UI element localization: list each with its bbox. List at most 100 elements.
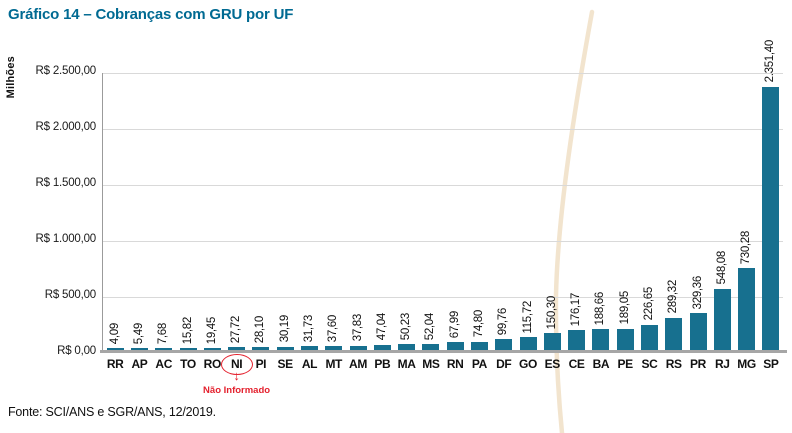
x-tick-label-AP: AP [131,357,148,371]
x-tick-label-SC: SC [641,357,658,371]
value-label-NI: 27,72 [230,315,243,343]
value-label-SP: 2.351,40 [764,40,777,83]
x-tick-label-DF: DF [496,357,512,371]
value-label-AC: 7,68 [157,322,170,344]
value-label-CE: 176,17 [570,292,583,327]
y-tick-label: R$ 1.500,00 [35,177,97,189]
y-tick-label: R$ 0,00 [57,345,96,357]
bar-AP [130,348,148,350]
bar-DF [495,338,513,350]
value-label-GO: 115,72 [521,300,534,334]
value-label-PI: 28,10 [254,315,267,343]
gridline [103,297,783,298]
x-tick-label-PR: PR [690,357,706,371]
value-label-DF: 99,76 [497,307,510,335]
x-tick-label-AC: AC [155,357,172,371]
x-tick-label-RS: RS [665,357,682,371]
x-tick-label-PB: PB [374,357,391,371]
bar-AC [155,348,173,350]
y-tick-label: R$ 2.500,00 [35,65,97,77]
value-label-AL: 31,73 [302,315,315,343]
x-tick-label-PE: PE [617,357,634,371]
x-tick-label-MG: MG [737,357,756,371]
value-label-MG: 730,28 [740,230,753,265]
y-axis-line [102,73,103,353]
bar-GO [519,337,537,350]
highlight-ellipse [220,354,253,375]
value-label-RJ: 548,08 [715,251,728,285]
x-tick-label-PA: PA [471,357,487,371]
bar-AM [349,345,367,350]
bar-MA [398,344,416,350]
x-tick-label-CE: CE [568,357,585,371]
value-label-ES: 150,30 [545,295,558,330]
bar-RS [665,317,683,350]
bar-PB [373,344,391,350]
x-tick-label-RO: RO [203,357,222,371]
bar-MS [422,344,440,350]
value-label-RS: 289,32 [667,280,680,314]
bar-PE [616,328,634,350]
bar-CE [568,330,586,350]
y-tick-label: R$ 2.000,00 [35,121,97,133]
bar-SP [762,86,780,350]
bar-SC [640,324,658,350]
x-tick-label-BA: BA [592,357,610,371]
bar-SE [276,346,294,350]
source-note: Fonte: SCI/ANS e SGR/ANS, 12/2019. [8,405,216,419]
chart-title: Gráfico 14 – Cobranças com GRU por UF [8,6,294,23]
y-tick-label: R$ 500,00 [44,289,96,301]
x-tick-label-SE: SE [277,357,294,371]
x-tick-label-RR: RR [106,357,124,371]
bar-PI [252,346,270,350]
plot-area: 4,09 5,49 7,68 15,82 19,45 27,72 28,10 30,19 31,… [100,40,787,353]
gridline [103,241,783,242]
x-tick-label-SP: SP [763,357,779,371]
x-tick-label-MS: MS [422,357,440,371]
x-tick-label-AL: AL [301,357,318,371]
bar-ES [543,333,561,350]
x-tick-label-AM: AM [349,357,367,371]
value-label-SC: 226,65 [642,287,655,321]
bar-RJ [713,288,731,350]
x-tick-label-ES: ES [544,357,561,371]
bar-MT [325,345,343,350]
bar-PR [689,313,707,350]
gridline [103,129,783,130]
value-label-PE: 189,05 [618,291,631,325]
bar-PA [470,341,488,350]
bar-NI [228,346,246,350]
down-arrow-icon: ↓ [233,368,240,383]
x-tick-label-GO: GO [519,357,537,371]
annotation-label: Não Informado [203,385,271,396]
bar-RO [203,347,221,350]
y-axis-title: Milhões [5,56,17,99]
bar-BA [592,328,610,350]
value-label-MS: 52,04 [424,312,437,341]
bar-MG [738,268,756,350]
x-tick-label-MA: MA [397,357,416,371]
value-label-SE: 30,19 [278,315,291,343]
y-tick-label: R$ 1.000,00 [35,233,97,245]
gridline [103,185,783,186]
value-label-RO: 19,45 [205,316,218,344]
bar-RR [106,348,124,350]
x-tick-label-TO: TO [180,357,196,371]
value-label-AM: 37,83 [351,314,364,342]
gridline [103,73,783,74]
value-label-PR: 329,36 [691,275,704,310]
value-label-MT: 37,60 [327,314,340,342]
value-label-PB: 47,04 [375,313,388,341]
value-label-PA: 74,80 [472,310,485,338]
bar-AL [300,346,318,350]
bar-RN [446,342,464,350]
bar-TO [179,348,197,350]
x-tick-label-MT: MT [325,357,342,371]
x-tick-label-RN: RN [446,357,464,371]
value-label-RN: 67,99 [448,311,461,339]
x-tick-label-PI: PI [255,357,267,371]
x-axis-line [100,350,787,353]
